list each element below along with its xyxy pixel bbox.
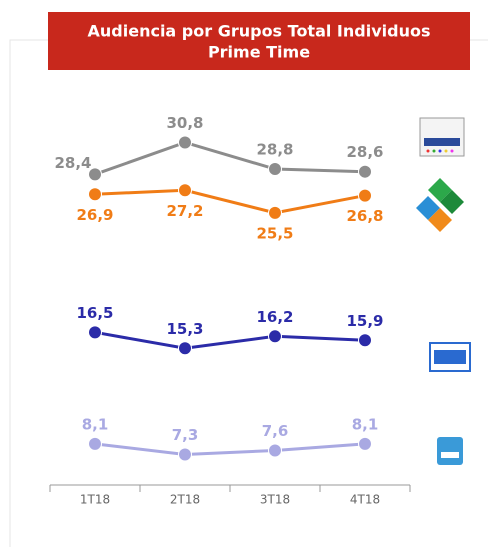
value-label: 25,5: [256, 224, 293, 242]
point: [358, 164, 372, 179]
value-label: 30,8: [166, 114, 203, 132]
series-line: [94, 442, 366, 456]
value-label: 28,6: [346, 143, 383, 161]
x-tick-label: 4T18: [350, 493, 380, 507]
value-label: 16,2: [256, 308, 293, 326]
value-label: 8,1: [82, 415, 109, 433]
point: [88, 187, 102, 202]
point: [178, 447, 192, 462]
value-label: 28,4: [54, 154, 91, 172]
value-label: 7,6: [262, 422, 289, 440]
point: [88, 167, 102, 182]
value-label: 8,1: [352, 415, 379, 433]
logo-tve: [429, 342, 471, 372]
x-tick-label: 3T18: [260, 493, 290, 507]
value-label: 26,9: [76, 206, 113, 224]
point: [178, 183, 192, 198]
frame: [9, 39, 488, 547]
series-line: [94, 330, 366, 350]
logo-forta: [437, 437, 463, 465]
point: [178, 135, 192, 150]
x-tick-label: 1T18: [80, 493, 110, 507]
title-box: [48, 12, 470, 70]
value-label: 26,8: [346, 207, 383, 225]
point: [88, 436, 102, 451]
point: [268, 162, 282, 177]
series-line: [94, 188, 366, 215]
value-label: 15,3: [166, 320, 203, 338]
point: [358, 333, 372, 348]
series-line: [94, 140, 366, 176]
value-label: 15,9: [346, 312, 383, 330]
value-label: 27,2: [166, 202, 203, 220]
point: [358, 188, 372, 203]
value-label: 28,8: [256, 141, 293, 159]
point: [268, 443, 282, 458]
chart-title: Audiencia por Grupos Total Individuos: [88, 22, 431, 41]
logo-atresmedia: [416, 178, 464, 232]
value-label: 7,3: [172, 426, 199, 444]
value-label: 16,5: [76, 304, 113, 322]
point: [178, 341, 192, 356]
logo-mediaset: [419, 117, 465, 157]
point: [268, 205, 282, 220]
point: [88, 325, 102, 340]
point: [268, 329, 282, 344]
x-tick-label: 2T18: [170, 493, 200, 507]
point: [358, 436, 372, 451]
chart-title: Prime Time: [208, 43, 310, 62]
